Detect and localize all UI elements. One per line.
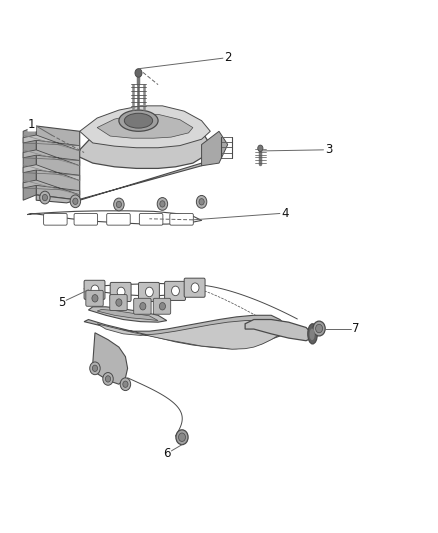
- FancyBboxPatch shape: [134, 298, 151, 314]
- Circle shape: [176, 430, 188, 445]
- Circle shape: [191, 283, 199, 293]
- Polygon shape: [201, 131, 228, 166]
- Ellipse shape: [310, 328, 315, 340]
- Polygon shape: [88, 307, 167, 322]
- Text: 2: 2: [224, 51, 231, 63]
- Circle shape: [117, 287, 125, 297]
- FancyBboxPatch shape: [153, 298, 171, 314]
- Circle shape: [258, 145, 263, 151]
- Text: 1: 1: [28, 118, 35, 131]
- Circle shape: [172, 286, 180, 296]
- FancyBboxPatch shape: [86, 290, 103, 306]
- Circle shape: [114, 198, 124, 211]
- Circle shape: [123, 381, 128, 387]
- Circle shape: [73, 198, 78, 205]
- Circle shape: [90, 362, 100, 375]
- FancyBboxPatch shape: [170, 214, 193, 225]
- Circle shape: [179, 433, 185, 441]
- Text: 7: 7: [352, 322, 360, 335]
- FancyBboxPatch shape: [138, 282, 159, 302]
- Polygon shape: [23, 165, 80, 181]
- Circle shape: [91, 285, 99, 295]
- Circle shape: [42, 195, 47, 201]
- FancyBboxPatch shape: [107, 214, 130, 225]
- Circle shape: [116, 201, 121, 208]
- FancyBboxPatch shape: [110, 282, 131, 302]
- Circle shape: [316, 324, 322, 333]
- Circle shape: [159, 303, 166, 310]
- FancyBboxPatch shape: [165, 281, 185, 301]
- Circle shape: [140, 303, 146, 310]
- Text: 3: 3: [325, 143, 332, 156]
- FancyBboxPatch shape: [84, 280, 105, 300]
- FancyBboxPatch shape: [74, 214, 98, 225]
- Polygon shape: [23, 135, 80, 151]
- Polygon shape: [67, 115, 210, 168]
- Polygon shape: [23, 180, 80, 195]
- Circle shape: [157, 198, 168, 211]
- Circle shape: [116, 299, 122, 306]
- Ellipse shape: [308, 324, 318, 344]
- Polygon shape: [36, 160, 210, 203]
- Circle shape: [40, 191, 50, 204]
- Circle shape: [70, 195, 81, 208]
- Polygon shape: [97, 114, 193, 138]
- Circle shape: [120, 378, 131, 391]
- Polygon shape: [97, 310, 158, 320]
- Circle shape: [92, 295, 98, 302]
- Circle shape: [106, 376, 111, 382]
- Text: 5: 5: [58, 296, 65, 309]
- Ellipse shape: [124, 114, 152, 128]
- Circle shape: [92, 365, 98, 372]
- FancyBboxPatch shape: [184, 278, 205, 297]
- FancyBboxPatch shape: [110, 295, 127, 311]
- Polygon shape: [36, 126, 80, 200]
- Polygon shape: [23, 150, 80, 166]
- Circle shape: [199, 199, 204, 205]
- Polygon shape: [245, 319, 315, 341]
- Circle shape: [103, 373, 113, 385]
- FancyBboxPatch shape: [44, 214, 67, 225]
- Polygon shape: [93, 333, 127, 384]
- Polygon shape: [23, 126, 36, 200]
- Circle shape: [160, 201, 165, 207]
- Circle shape: [135, 69, 142, 77]
- Ellipse shape: [119, 110, 158, 131]
- Text: 4: 4: [281, 207, 289, 220]
- Circle shape: [196, 196, 207, 208]
- Circle shape: [145, 287, 153, 297]
- Polygon shape: [84, 316, 289, 349]
- Polygon shape: [80, 106, 210, 148]
- Text: 6: 6: [163, 447, 170, 459]
- Polygon shape: [97, 320, 280, 349]
- Circle shape: [313, 321, 325, 336]
- FancyBboxPatch shape: [139, 214, 163, 225]
